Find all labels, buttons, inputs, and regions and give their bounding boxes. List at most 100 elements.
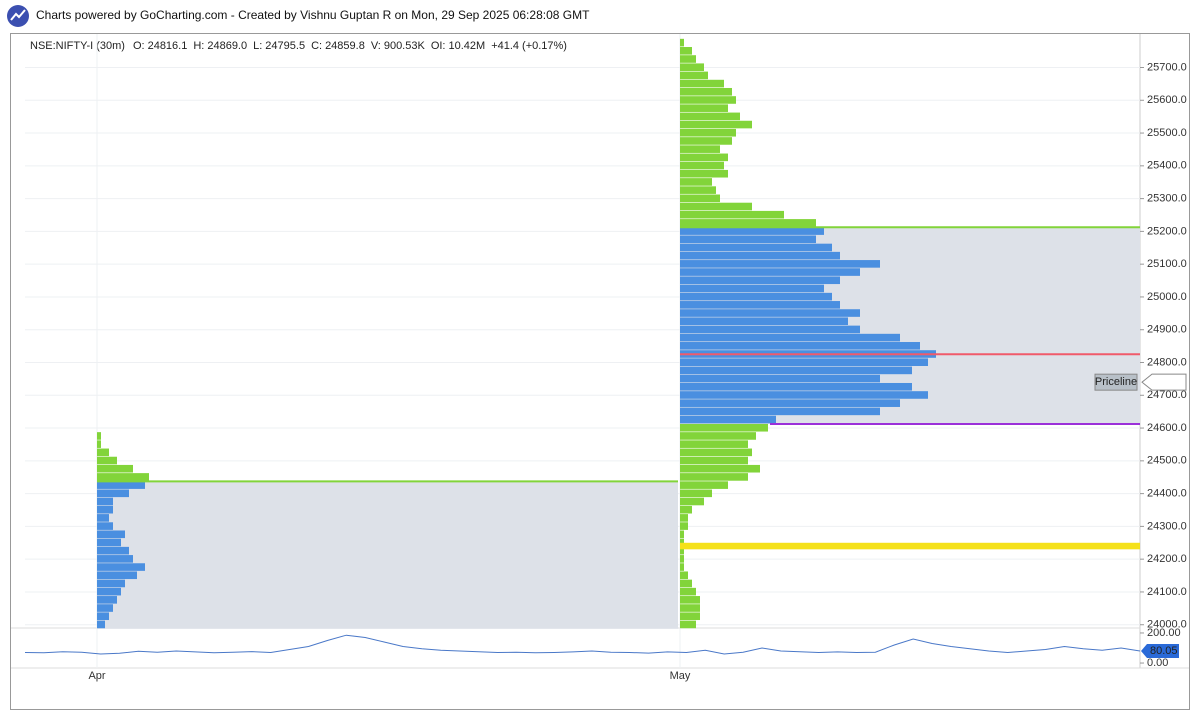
- last-value-tag: [1141, 644, 1179, 658]
- profile-row: [97, 596, 117, 604]
- profile-row: [680, 301, 840, 309]
- info-label: O:: [133, 40, 145, 52]
- profile-row: [680, 210, 784, 219]
- info-value: 24795.5: [265, 40, 305, 52]
- priceline-pointer: [1141, 373, 1187, 391]
- profile-row: [680, 571, 688, 580]
- profile-row: [680, 514, 688, 522]
- profile-row: [680, 104, 728, 112]
- profile-row: [97, 497, 113, 506]
- profile-row: [680, 55, 696, 63]
- profile-row: [680, 219, 816, 227]
- profile-row: [680, 382, 912, 391]
- y-tick-label: 24600.0: [1147, 422, 1187, 434]
- y-tick-label: 25700.0: [1147, 61, 1187, 73]
- profile-row: [97, 604, 113, 612]
- profile-row: [680, 251, 840, 260]
- profile-row: [97, 571, 137, 580]
- profile-row: [680, 604, 700, 612]
- profile-row: [97, 530, 125, 539]
- info-value: 24816.1: [148, 40, 188, 52]
- profile-row: [680, 38, 684, 47]
- profile-row: [680, 366, 912, 375]
- profile-row: [97, 456, 117, 465]
- y-tick-label: 25500.0: [1147, 127, 1187, 139]
- profile-row: [680, 260, 880, 268]
- y-tick-label: 25000.0: [1147, 291, 1187, 303]
- profile-row: [680, 342, 920, 350]
- profile-row: [680, 596, 700, 604]
- profile-row: [680, 555, 684, 563]
- profile-row: [680, 423, 768, 432]
- info-value: 900.53K: [384, 40, 426, 52]
- profile-row: [97, 473, 149, 481]
- symbol: NSE:NIFTY-I (30m): [30, 40, 125, 52]
- x-tick-label: May: [670, 670, 691, 682]
- chart-frame: [10, 33, 1190, 710]
- profile-row: [97, 555, 133, 563]
- y-tick-label: 24000.0: [1147, 619, 1187, 631]
- profile-row: [680, 243, 832, 252]
- info-label: H:: [193, 40, 204, 52]
- info-label: OI:: [431, 40, 446, 52]
- profile-row: [680, 456, 748, 465]
- profile-row: [680, 546, 684, 555]
- profile-row: [680, 120, 752, 129]
- info-value: 24859.8: [325, 40, 365, 52]
- y-tick-label: 24900.0: [1147, 324, 1187, 336]
- profile-row: [680, 579, 692, 588]
- header-title: Charts powered by GoCharting.com - Creat…: [36, 8, 590, 22]
- info-label: +41.4: [491, 40, 519, 52]
- info-label: L:: [253, 40, 262, 52]
- profile-row: [97, 448, 109, 457]
- profile-row: [680, 137, 732, 145]
- profile-row: [680, 399, 900, 407]
- info-value: 24869.0: [207, 40, 247, 52]
- profile-row: [97, 505, 113, 514]
- profile-row: [680, 391, 928, 399]
- y-tick-label: 25100.0: [1147, 258, 1187, 270]
- profile-row: [680, 612, 700, 621]
- priceline-label: Priceline: [1095, 376, 1137, 388]
- profile-row: [680, 153, 728, 162]
- profile-row: [680, 333, 900, 342]
- y-tick-label: 25200.0: [1147, 225, 1187, 237]
- profile-row: [97, 579, 125, 588]
- profile-row: [680, 538, 684, 547]
- profile-row: [680, 440, 748, 448]
- profile-row: [680, 473, 748, 481]
- profile-row: [680, 481, 728, 489]
- profile-row: [680, 161, 724, 170]
- profile-row: [680, 169, 728, 178]
- profile-row: [97, 563, 145, 571]
- profile-row: [680, 522, 688, 530]
- profile-row: [680, 448, 752, 457]
- profile-row: [97, 546, 129, 555]
- y-tick-label: 0.00: [1147, 657, 1168, 669]
- profile-row: [680, 432, 756, 440]
- profile-row: [680, 489, 712, 498]
- profile-row: [97, 489, 129, 498]
- profile-row: [97, 612, 109, 621]
- profile-row: [680, 317, 848, 326]
- profile-row: [680, 112, 740, 121]
- profile-row: [680, 71, 708, 80]
- profile-row: [680, 325, 860, 334]
- info-value: 10.42M: [448, 40, 485, 52]
- profile-row: [680, 587, 696, 596]
- y-tick-label: 24400.0: [1147, 488, 1187, 500]
- logo-icon: [10, 9, 26, 21]
- profile-row: [97, 481, 145, 489]
- profile-row: [97, 538, 121, 547]
- profile-row: [680, 407, 880, 416]
- profile-row: [680, 563, 684, 571]
- profile-row: [680, 464, 760, 473]
- x-tick-label: Apr: [88, 670, 105, 682]
- profile-row: [680, 128, 736, 137]
- zone: [680, 542, 1140, 550]
- oscillator-line: [24, 634, 1141, 655]
- profile-row: [680, 284, 824, 293]
- value-area-box: [97, 481, 678, 629]
- profile-row: [680, 79, 724, 88]
